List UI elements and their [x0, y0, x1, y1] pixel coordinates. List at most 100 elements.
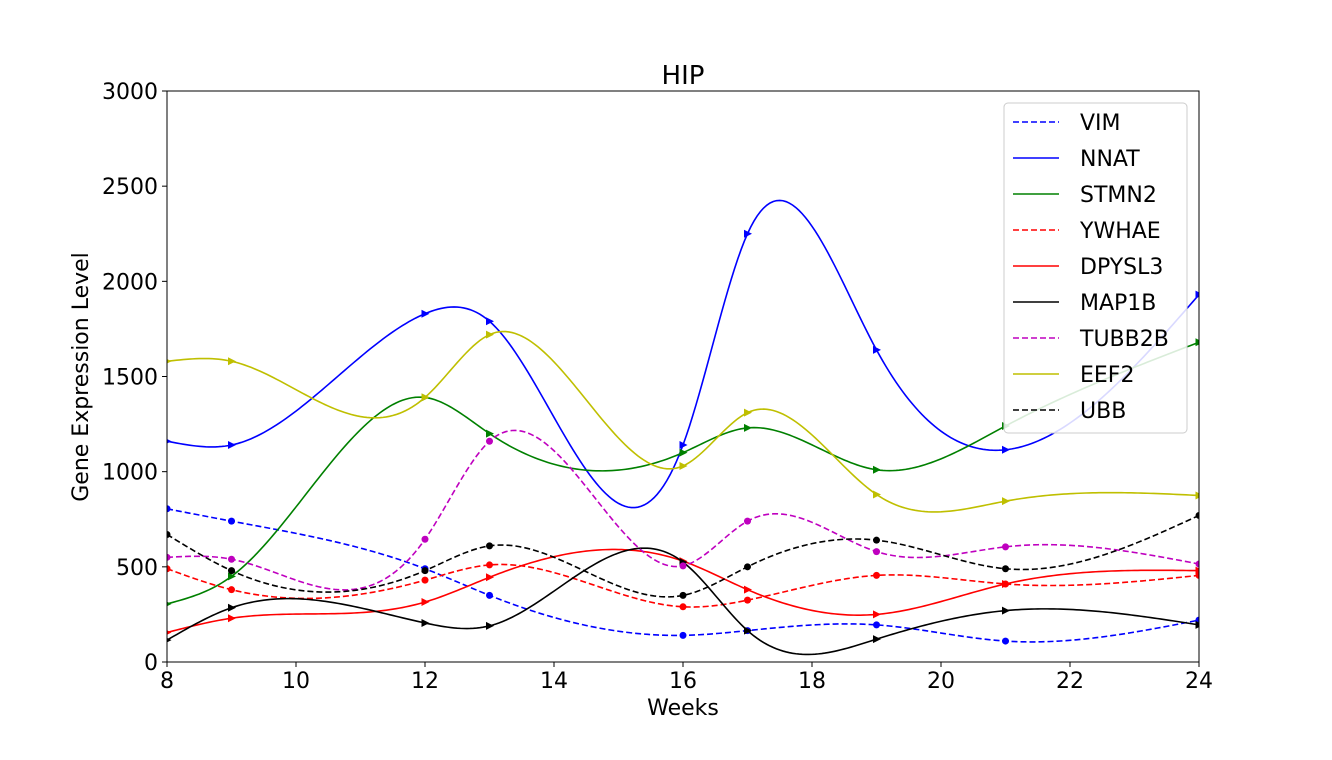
- legend-label-map1b: MAP1B: [1080, 291, 1156, 316]
- data-point-ubb: [486, 542, 493, 550]
- data-point-vim: [486, 591, 493, 599]
- data-point-ubb: [1195, 511, 1199, 519]
- data-point-map1b: [873, 635, 881, 644]
- y-tick-label: 500: [116, 556, 158, 581]
- data-point-eef2: [167, 359, 172, 364]
- chart-title: HIP: [662, 61, 705, 91]
- data-point-ubb: [744, 563, 751, 571]
- data-point-map1b: [421, 618, 430, 627]
- y-tick-label: 2500: [102, 175, 158, 200]
- data-point-ubb: [1002, 565, 1009, 573]
- data-point-map1b: [1002, 606, 1010, 615]
- data-point-stmn2: [1195, 338, 1199, 347]
- data-point-vim: [167, 505, 171, 513]
- legend-label-stmn2: STMN2: [1080, 183, 1157, 208]
- data-point-nnat: [744, 229, 752, 238]
- data-point-dpysl3: [486, 573, 494, 582]
- data-point-map1b: [486, 621, 494, 630]
- data-point-ywhae: [679, 603, 687, 611]
- x-tick-label: 22: [1056, 669, 1084, 694]
- series-eef2: [167, 330, 1199, 513]
- x-tick-label: 20: [927, 669, 955, 694]
- series-ywhae: [167, 561, 1199, 611]
- x-tick-label: 10: [282, 669, 310, 694]
- data-point-vim: [228, 517, 235, 525]
- x-tick-label: 16: [669, 669, 697, 694]
- data-point-ubb: [228, 567, 235, 575]
- data-point-tubb2b: [1002, 543, 1009, 551]
- legend-box: [1003, 102, 1188, 434]
- data-point-dpysl3: [167, 630, 172, 635]
- legend-label-ubb: UBB: [1080, 399, 1126, 424]
- data-point-nnat: [228, 441, 236, 450]
- data-point-eef2: [1002, 497, 1010, 506]
- data-point-vim: [1002, 637, 1009, 645]
- data-point-dpysl3: [1002, 579, 1010, 588]
- data-point-ubb: [679, 591, 687, 599]
- data-point-map1b: [744, 626, 752, 635]
- data-point-nnat: [1195, 290, 1199, 299]
- data-point-dpysl3: [421, 598, 430, 607]
- data-point-map1b: [1195, 620, 1199, 629]
- data-point-stmn2: [873, 465, 881, 474]
- legend-label-nnat: NNAT: [1080, 147, 1140, 172]
- data-point-eef2: [873, 490, 881, 499]
- data-point-tubb2b: [486, 437, 493, 445]
- data-point-eef2: [744, 408, 752, 417]
- legend-label-tubb2b: TUBB2B: [1079, 327, 1169, 352]
- data-point-ywhae: [486, 561, 493, 569]
- data-point-dpysl3: [228, 614, 236, 623]
- data-point-nnat: [873, 345, 881, 354]
- data-point-nnat: [421, 309, 430, 318]
- data-point-nnat: [679, 441, 688, 450]
- series-tubb2b: [167, 429, 1199, 591]
- data-point-stmn2: [228, 572, 236, 581]
- x-tick-label: 12: [411, 669, 439, 694]
- data-point-eef2: [421, 393, 430, 402]
- data-point-dpysl3: [1195, 566, 1199, 575]
- data-point-nnat: [1002, 445, 1010, 454]
- legend-label-eef2: EEF2: [1080, 363, 1134, 388]
- data-point-stmn2: [679, 448, 688, 457]
- y-tick-label: 1500: [102, 366, 158, 391]
- data-point-ywhae: [744, 596, 751, 604]
- data-point-map1b: [228, 603, 236, 612]
- data-point-eef2: [1195, 491, 1199, 500]
- data-point-ubb: [421, 567, 429, 575]
- data-point-tubb2b: [679, 562, 687, 570]
- y-tick-label: 2000: [102, 270, 158, 295]
- data-point-stmn2: [486, 429, 494, 438]
- series-nnat: [167, 199, 1199, 509]
- data-point-tubb2b: [167, 553, 171, 561]
- axes: 8 10 12 14 16 18 20 22 24 0 500 1000 1500 2000 2500 300…: [102, 80, 1213, 694]
- data-point-vim: [873, 621, 880, 629]
- data-point-vim: [679, 631, 687, 639]
- data-point-tubb2b: [744, 517, 751, 525]
- data-point-stmn2: [744, 423, 752, 432]
- data-point-ywhae: [873, 571, 880, 579]
- data-point-map1b: [167, 637, 172, 643]
- data-point-dpysl3: [873, 610, 881, 619]
- y-tick-label: 1000: [102, 461, 158, 486]
- series-ubb: [167, 511, 1199, 599]
- data-point-eef2: [679, 461, 688, 470]
- data-point-nnat: [486, 317, 494, 326]
- x-tick-label: 8: [160, 669, 174, 694]
- y-axis-title: Gene Expression Level: [69, 252, 94, 502]
- data-point-tubb2b: [228, 555, 235, 563]
- legend-label-vim: VIM: [1080, 111, 1121, 136]
- x-tick-label: 24: [1185, 669, 1213, 694]
- x-axis-title: Weeks: [647, 696, 719, 721]
- data-point-stmn2: [167, 601, 172, 607]
- y-tick-label: 3000: [102, 80, 158, 105]
- series-line-ywhae: [167, 563, 1199, 608]
- data-point-ubb: [873, 536, 880, 544]
- data-point-eef2: [486, 330, 494, 339]
- data-point-ubb: [167, 530, 171, 538]
- data-point-dpysl3: [744, 585, 752, 594]
- legend-label-dpysl3: DPYSL3: [1080, 255, 1163, 280]
- data-point-eef2: [228, 357, 236, 366]
- x-tick-label: 14: [540, 669, 568, 694]
